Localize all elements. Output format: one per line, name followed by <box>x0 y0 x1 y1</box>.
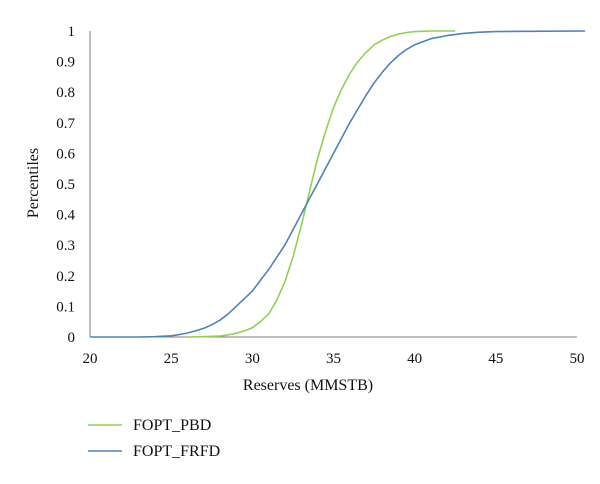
legend: FOPT_PBD FOPT_FRFD <box>88 417 220 460</box>
series-layer <box>90 30 586 338</box>
y-tick-label: 0.8 <box>56 85 75 101</box>
y-tick-label: 0.7 <box>56 116 75 132</box>
legend-label: FOPT_PBD <box>133 417 211 434</box>
x-tick-label: 20 <box>83 351 98 367</box>
x-tick-label: 45 <box>488 351 503 367</box>
axes <box>89 31 577 338</box>
y-tick-label: 0.3 <box>56 238 75 254</box>
x-tick-label: 25 <box>164 351 179 367</box>
x-tick-label: 40 <box>407 351 422 367</box>
x-tick-label: 30 <box>245 351 260 367</box>
y-tick-label: 0.2 <box>56 269 75 285</box>
x-axis-title: Reserves (MMSTB) <box>243 377 373 394</box>
series-line-fopt-pbd <box>187 30 456 338</box>
x-tick-label: 50 <box>570 351 585 367</box>
x-axis-ticks: 20 25 30 35 40 45 50 <box>83 351 585 367</box>
y-axis-ticks: 0 0.1 0.2 0.3 0.4 0.5 0.6 0.7 0.8 0.9 1 <box>56 24 75 346</box>
y-tick-label: 1 <box>68 24 76 40</box>
y-tick-label: 0.5 <box>56 177 75 193</box>
legend-label: FOPT_FRFD <box>133 443 220 460</box>
y-axis-title: Percentiles <box>25 148 42 218</box>
y-tick-label: 0.4 <box>56 208 75 224</box>
y-tick-label: 0 <box>68 330 76 346</box>
y-tick-label: 0.6 <box>56 146 75 162</box>
y-tick-label: 0.1 <box>56 299 75 315</box>
series-line-fopt-frfd <box>90 30 586 338</box>
y-tick-label: 0.9 <box>56 55 75 71</box>
x-tick-label: 35 <box>326 351 341 367</box>
